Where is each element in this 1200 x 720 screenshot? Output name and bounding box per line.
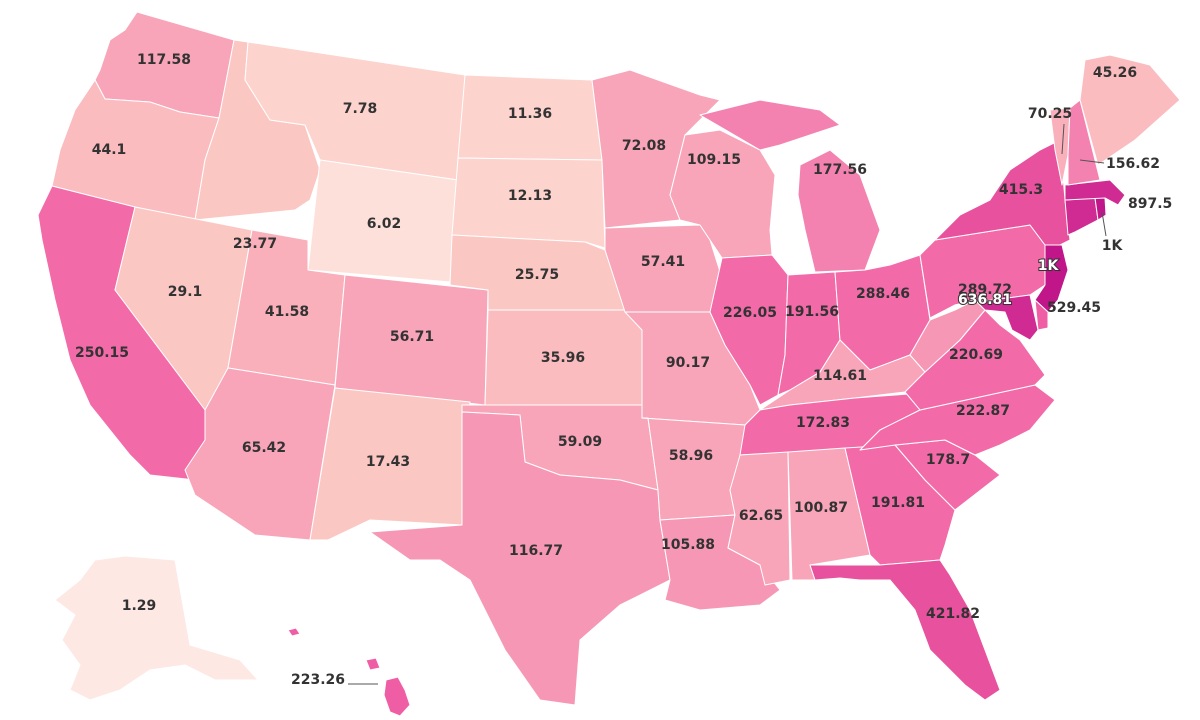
label-IA: 57.41 xyxy=(641,254,685,270)
state-DE[interactable] xyxy=(1034,299,1049,331)
state-MS[interactable] xyxy=(727,451,791,586)
label-MN: 72.08 xyxy=(622,138,666,154)
label-NC: 222.87 xyxy=(956,403,1010,419)
label-LA: 105.88 xyxy=(661,537,715,553)
label-WA: 117.58 xyxy=(137,52,191,68)
state-HI[interactable] xyxy=(287,627,411,717)
label-DE: 529.45 xyxy=(1047,300,1101,316)
label-NM: 17.43 xyxy=(366,454,410,470)
label-GA: 191.81 xyxy=(871,495,925,511)
state-AK[interactable] xyxy=(54,555,259,701)
label-OR: 44.1 xyxy=(92,142,127,158)
label-ND: 11.36 xyxy=(508,106,552,122)
label-AK: 1.29 xyxy=(122,598,157,614)
label-ME: 45.26 xyxy=(1093,65,1137,81)
label-MT: 7.78 xyxy=(343,101,378,117)
label-FL: 421.82 xyxy=(926,606,980,622)
label-WY: 6.02 xyxy=(367,216,402,232)
label-NH: 156.62 xyxy=(1106,156,1160,172)
state-NJ[interactable] xyxy=(1034,244,1069,313)
label-AZ: 65.42 xyxy=(242,440,286,456)
state-ME[interactable] xyxy=(1079,54,1181,166)
label-CA: 250.15 xyxy=(75,345,129,361)
label-MO: 90.17 xyxy=(666,355,710,371)
label-TX: 116.77 xyxy=(509,543,563,559)
label-AL: 100.87 xyxy=(794,500,848,516)
label-HI: 223.26 xyxy=(291,672,345,688)
label-MI: 177.56 xyxy=(813,162,867,178)
label-MA: 897.5 xyxy=(1128,196,1172,212)
state-SD[interactable] xyxy=(451,157,606,249)
state-CT[interactable] xyxy=(1064,197,1099,236)
label-NY: 415.3 xyxy=(999,182,1043,198)
label-SC: 178.7 xyxy=(926,452,970,468)
label-IN: 191.56 xyxy=(785,304,839,320)
state-MD[interactable] xyxy=(954,294,1039,341)
label-MS: 62.65 xyxy=(739,508,783,524)
label-NJ: 1K xyxy=(1038,258,1060,274)
label-PA: 289.72 xyxy=(958,282,1012,298)
label-WI: 109.15 xyxy=(687,152,741,168)
label-OK: 59.09 xyxy=(558,434,602,450)
label-VT: 70.25 xyxy=(1028,106,1072,122)
leader-NH xyxy=(1079,159,1105,164)
label-KY: 114.61 xyxy=(813,368,867,384)
label-KS: 35.96 xyxy=(541,350,585,366)
state-MA[interactable] xyxy=(1064,179,1126,206)
label-AR: 58.96 xyxy=(669,448,713,464)
label-NV: 29.1 xyxy=(168,284,203,300)
label-RI: 1K xyxy=(1102,238,1124,254)
label-VA: 220.69 xyxy=(949,347,1003,363)
label-SD: 12.13 xyxy=(508,188,552,204)
label-NE: 25.75 xyxy=(515,267,559,283)
label-IL: 226.05 xyxy=(723,305,777,321)
state-FL[interactable] xyxy=(809,559,1001,701)
leader-RI xyxy=(1101,211,1107,237)
state-IL[interactable] xyxy=(709,254,789,406)
state-VT[interactable] xyxy=(1049,107,1071,186)
label-UT: 41.58 xyxy=(265,304,309,320)
label-ID: 23.77 xyxy=(233,236,277,252)
label-OH: 288.46 xyxy=(856,286,910,302)
state-NM[interactable] xyxy=(309,387,471,541)
label-CO: 56.71 xyxy=(390,329,434,345)
label-TN: 172.83 xyxy=(796,415,850,431)
leader-VT xyxy=(1061,123,1065,155)
label-MD: 636.81 xyxy=(958,292,1012,308)
state-TX[interactable] xyxy=(369,411,671,706)
